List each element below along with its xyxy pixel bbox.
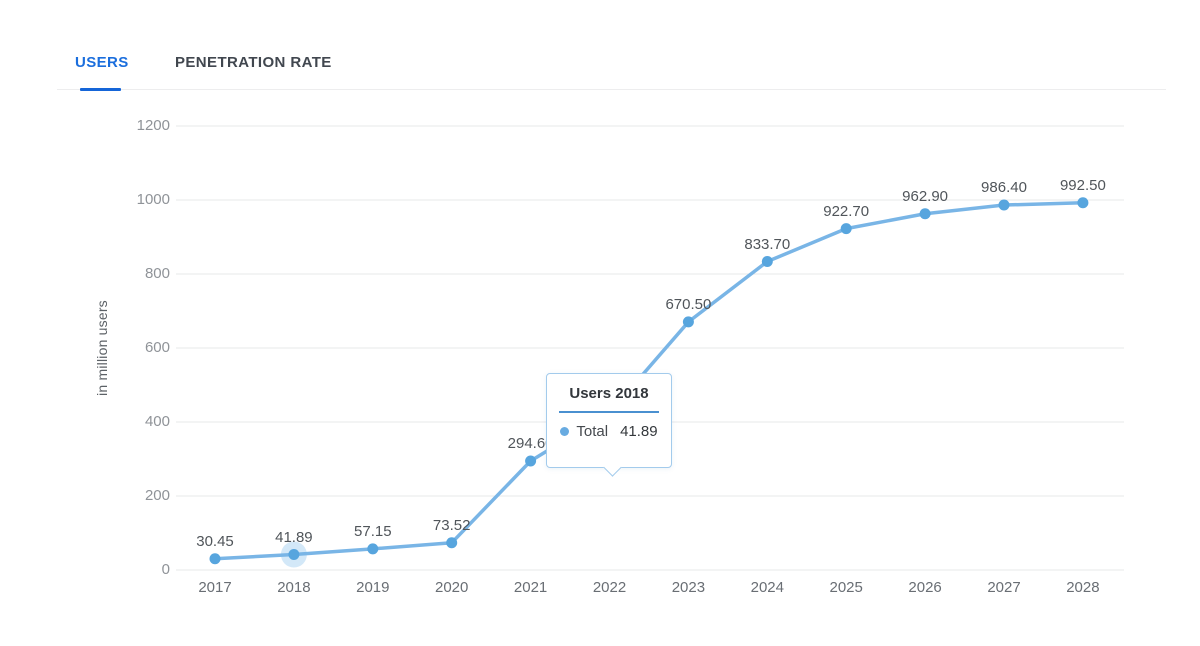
x-tick-label: 2018 — [277, 579, 311, 596]
y-axis-title: in million users — [94, 300, 110, 396]
data-point[interactable] — [367, 543, 379, 555]
tabs-bar: USERS PENETRATION RATE — [0, 52, 1200, 91]
data-point[interactable] — [761, 256, 773, 268]
x-tick-label: 2019 — [356, 579, 390, 596]
data-point[interactable] — [682, 316, 694, 328]
y-tick-label: 800 — [144, 265, 170, 282]
point-value-label: 962.90 — [902, 187, 949, 205]
x-tick-label: 2025 — [829, 579, 863, 596]
y-tick-label: 400 — [144, 413, 170, 430]
point-value-label: 30.45 — [196, 532, 234, 550]
point-value-label: 986.40 — [981, 179, 1027, 197]
data-point[interactable] — [446, 537, 458, 549]
y-tick-label: 600 — [144, 339, 170, 356]
tab-penetration-rate[interactable]: PENETRATION RATE — [175, 54, 332, 71]
tooltip-title: Users 2018 — [569, 385, 649, 402]
tooltip-value: 41.89 — [620, 423, 658, 440]
data-point[interactable] — [1077, 197, 1089, 209]
tooltip-series-name: Total — [576, 423, 609, 440]
x-tick-label: 2028 — [1066, 579, 1100, 596]
y-tick-label: 0 — [161, 561, 170, 578]
x-tick-label: 2022 — [592, 579, 627, 596]
point-value-label: 833.70 — [744, 235, 791, 253]
tooltip-row: Total 41.89 — [547, 423, 671, 440]
x-tick-label: 2027 — [987, 579, 1021, 596]
point-value-label: 922.70 — [823, 202, 870, 220]
y-tick-label: 1000 — [136, 191, 170, 208]
point-value-label: 57.15 — [354, 522, 392, 540]
x-tick-label: 2026 — [908, 579, 942, 596]
x-tick-label: 2017 — [198, 579, 232, 596]
x-tick-label: 2024 — [750, 579, 784, 596]
data-point[interactable] — [209, 553, 221, 565]
point-value-label: 41.89 — [275, 528, 313, 546]
data-point[interactable] — [919, 208, 931, 220]
y-tick-label: 1200 — [136, 117, 170, 134]
tooltip: Users 2018 Total 41.89 — [546, 373, 672, 477]
data-point[interactable] — [998, 199, 1010, 211]
active-tab-indicator — [80, 88, 121, 91]
x-tick-label: 2021 — [513, 579, 548, 596]
series-marker-icon — [560, 427, 570, 436]
data-point[interactable] — [840, 223, 852, 235]
point-value-label: 73.52 — [432, 516, 471, 534]
data-point[interactable] — [288, 549, 300, 561]
tab-users[interactable]: USERS — [75, 54, 129, 71]
series-line — [213, 201, 1085, 561]
point-value-label: 992.50 — [1059, 176, 1106, 194]
data-point[interactable] — [525, 455, 537, 467]
point-value-label: 670.50 — [665, 295, 712, 313]
y-tick-label: 200 — [144, 487, 170, 504]
tabs-divider — [57, 89, 1166, 90]
point-value-label: 294.60 — [507, 434, 554, 452]
x-tick-label: 2020 — [435, 579, 469, 596]
tooltip-divider — [559, 411, 659, 413]
x-tick-label: 2023 — [671, 579, 706, 596]
